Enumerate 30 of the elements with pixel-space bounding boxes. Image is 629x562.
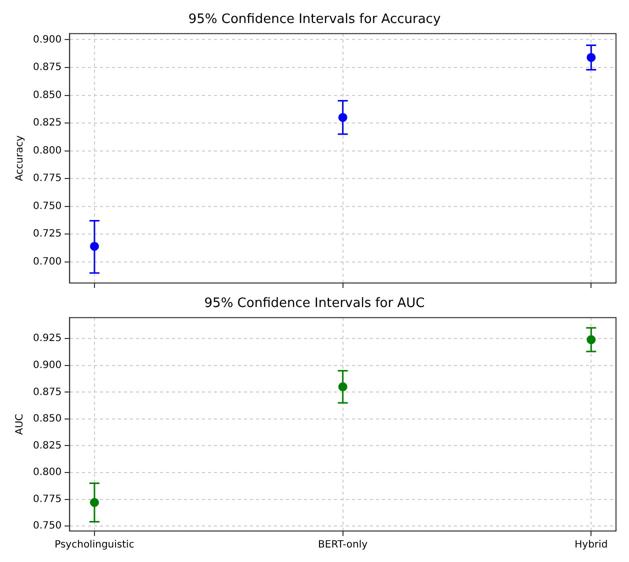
point: [338, 382, 348, 392]
point: [90, 498, 99, 508]
y-tick-label: 0.775: [32, 494, 62, 505]
point: [90, 242, 99, 251]
y-tick-label: 0.875: [32, 62, 62, 74]
y-axis-title: AUC: [14, 414, 26, 435]
y-tick-label: 0.925: [32, 333, 62, 344]
point: [338, 112, 348, 122]
y-tick-label: 0.825: [32, 440, 62, 452]
y-tick-label: 0.725: [32, 228, 62, 240]
y-tick-label: 0.875: [32, 386, 62, 398]
point: [586, 52, 596, 62]
y-tick-label: 0.775: [32, 173, 62, 184]
y-tick-label: 0.700: [32, 256, 62, 268]
point: [586, 335, 596, 344]
y-tick-label: 0.800: [32, 467, 62, 478]
chart-title: 95% Confidence Intervals for Accuracy: [188, 12, 441, 28]
y-tick-label: 0.900: [32, 360, 62, 371]
y-tick-label: 0.750: [32, 200, 62, 212]
y-tick-label: 0.900: [32, 34, 62, 46]
y-tick-label: 0.825: [32, 118, 62, 129]
y-tick-label: 0.850: [32, 414, 62, 425]
y-tick-label: 0.750: [32, 520, 62, 532]
y-tick-label: 0.850: [32, 90, 62, 101]
x-tick-label: BERT-only: [318, 540, 368, 551]
chart-title: 95% Confidence Intervals for AUC: [204, 296, 425, 312]
y-tick-label: 0.800: [32, 145, 62, 156]
x-tick-label: Psycholinguistic: [54, 540, 134, 551]
y-axis-title: Accuracy: [14, 135, 26, 182]
x-tick-label: Hybrid: [574, 540, 608, 551]
